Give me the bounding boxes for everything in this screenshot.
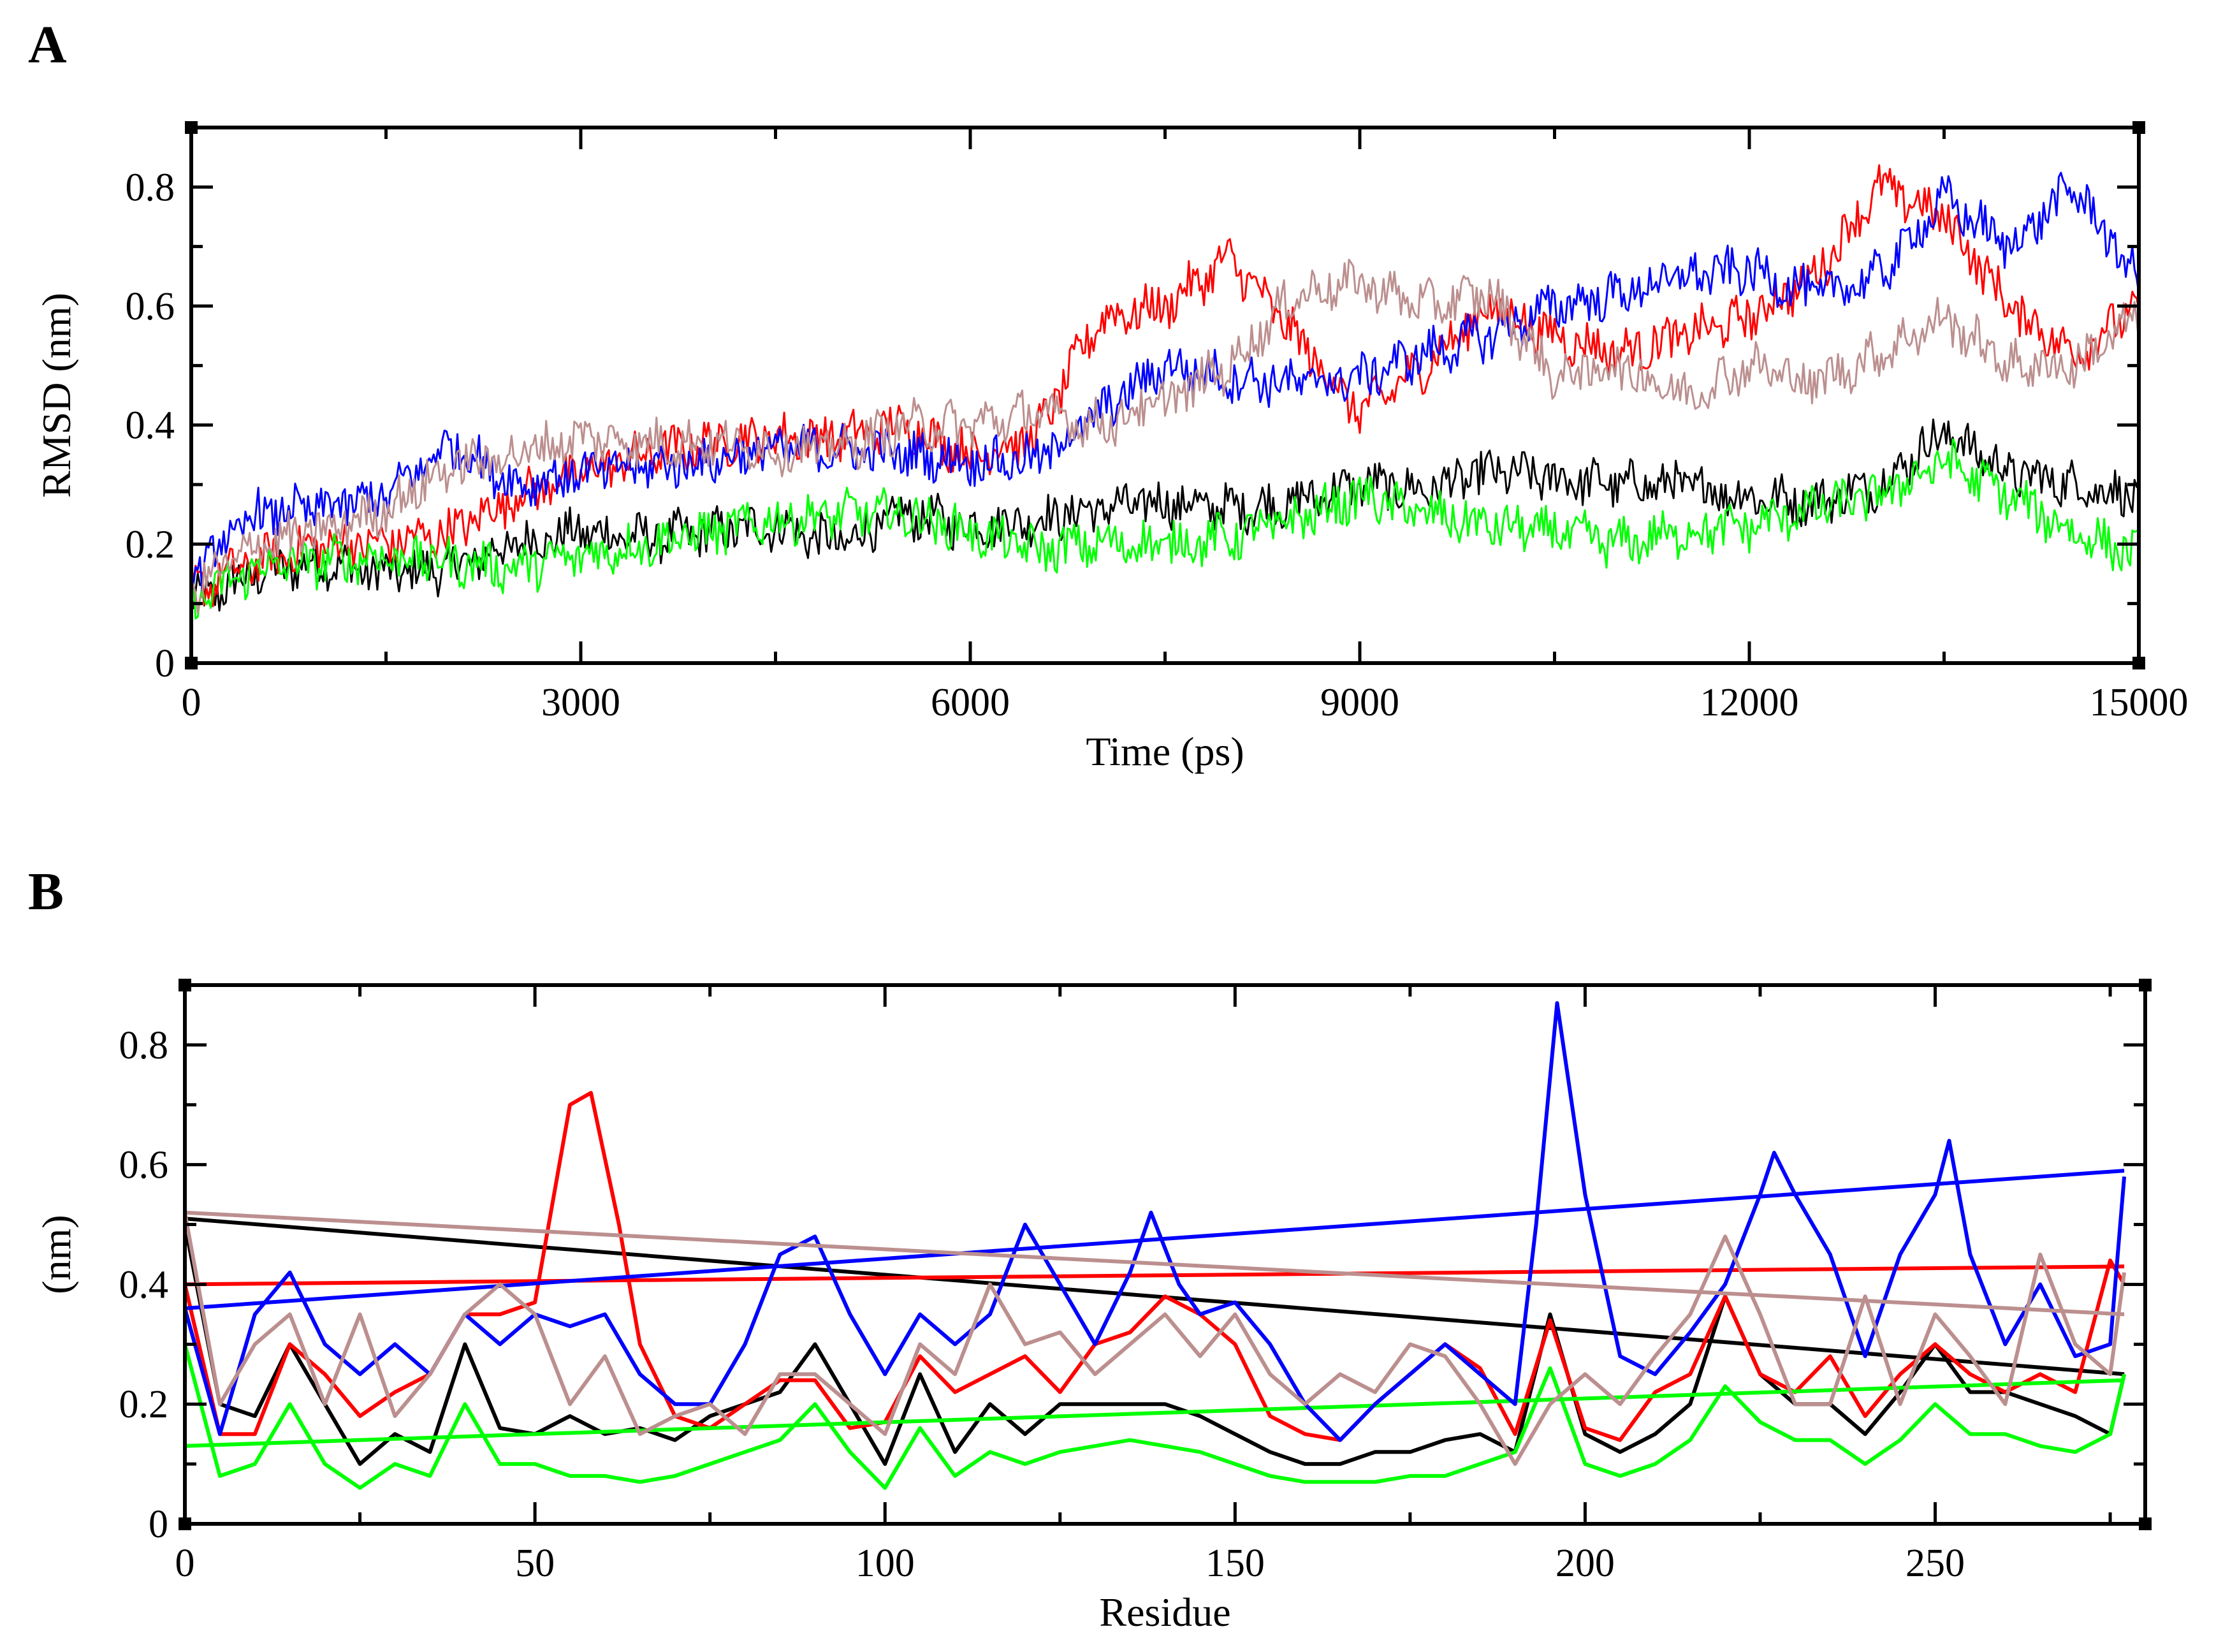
plot-frame xyxy=(183,983,2147,1526)
x-tick-label: 0 xyxy=(182,681,201,724)
x-axis-title: Residue xyxy=(1099,1590,1230,1635)
y-tick-label: 0 xyxy=(149,1503,168,1546)
x-tick-label: 200 xyxy=(1556,1542,1615,1585)
series-line-rosy-brown-trend xyxy=(184,1210,2125,1317)
series-line-green xyxy=(190,438,2139,620)
x-tick-label: 0 xyxy=(175,1542,195,1585)
y-tick-label: 0.6 xyxy=(119,1144,169,1187)
panel-b-chart: 0 50 100 150 200 250 0 0.2 0.4 0.6 0.8 Residue (nm) xyxy=(34,979,2152,1635)
y-tick-label: 0.8 xyxy=(126,166,175,209)
x-axis-title: Time (ps) xyxy=(1086,729,1244,774)
y-tick-label: 0.2 xyxy=(126,523,175,566)
x-tick-label: 12000 xyxy=(1700,681,1799,724)
x-tick-label: 150 xyxy=(1206,1542,1265,1585)
series-line-rosy-brown xyxy=(190,258,2140,615)
y-tick-label: 0.4 xyxy=(119,1263,169,1306)
series-line-red xyxy=(183,1091,2126,1442)
panel-a-chart: 0 3000 6000 9000 12000 15000 0 0.2 0.4 0.6 0.8 Time… xyxy=(34,121,2189,774)
series-line-black-trend xyxy=(184,1217,2125,1377)
x-tick-label: 15000 xyxy=(2090,681,2189,724)
x-tick-label: 250 xyxy=(1906,1542,1965,1585)
x-tick-label: 9000 xyxy=(1320,681,1399,724)
series-line-blue-trend xyxy=(184,1169,2125,1310)
y-tick-label: 0.2 xyxy=(119,1383,169,1426)
panel-label-a: A xyxy=(28,15,67,75)
series-line-red-trend xyxy=(184,1264,2125,1287)
series-line-red xyxy=(190,164,2140,608)
x-tick-label: 6000 xyxy=(931,681,1010,724)
plot-frame xyxy=(189,126,2141,665)
y-tick-label: 0.4 xyxy=(126,404,175,448)
series-line-blue xyxy=(190,172,2140,594)
y-tick-label: 0.6 xyxy=(126,285,175,328)
x-tick-label: 3000 xyxy=(541,681,620,724)
series-line-rosy-brown xyxy=(183,1212,2127,1466)
series-line-green-trend xyxy=(184,1378,2125,1448)
y-axis-title: RMSD (nm) xyxy=(34,293,79,498)
y-tick-label: 0.8 xyxy=(119,1024,169,1067)
y-tick-label: 0 xyxy=(155,642,175,685)
series-line-green xyxy=(183,1343,2127,1490)
panel-label-b: B xyxy=(28,862,64,921)
x-tick-label: 50 xyxy=(515,1542,555,1585)
y-axis-title: (nm) xyxy=(34,1215,79,1294)
x-tick-label: 100 xyxy=(856,1542,915,1585)
series-line-black xyxy=(190,418,2140,612)
